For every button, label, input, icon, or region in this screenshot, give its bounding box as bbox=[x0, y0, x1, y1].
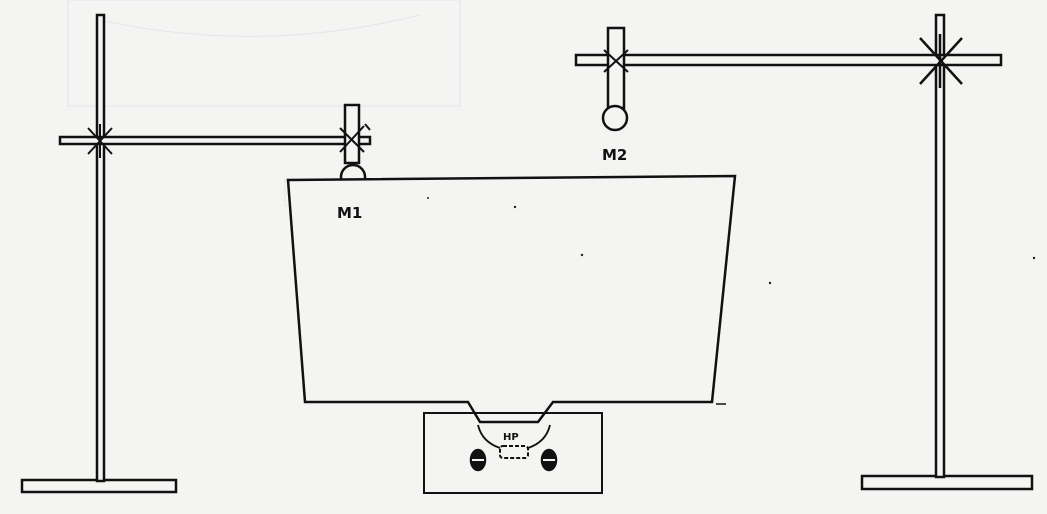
right-clamp bbox=[919, 34, 963, 88]
right-stand-rod bbox=[934, 13, 946, 479]
left-stand-arm bbox=[58, 135, 372, 146]
microphone-m2 bbox=[601, 26, 629, 132]
speaker-horn-left bbox=[477, 424, 501, 449]
speaker-box-frame bbox=[423, 412, 603, 494]
label-hp: HP bbox=[503, 432, 519, 443]
label-m2: M2 bbox=[602, 146, 627, 164]
speaker-knob-right bbox=[540, 448, 558, 472]
speaker-driver bbox=[499, 445, 529, 459]
speaker-horn-right bbox=[527, 424, 551, 449]
left-stand bbox=[20, 13, 372, 494]
speaker-knob-left bbox=[469, 448, 487, 472]
loudspeaker-box bbox=[423, 412, 603, 494]
microphone-m1 bbox=[339, 103, 371, 191]
scan-specks bbox=[427, 197, 1036, 285]
background-bleed-through bbox=[67, 0, 461, 207]
tank-outline bbox=[286, 174, 737, 424]
right-stand-base bbox=[860, 474, 1034, 491]
label-m1: M1 bbox=[337, 204, 362, 222]
m2-clamp bbox=[603, 49, 629, 73]
right-stand-arm bbox=[574, 53, 1003, 67]
left-stand-rod bbox=[95, 13, 106, 483]
m2-head bbox=[601, 104, 629, 132]
m2-stem bbox=[606, 26, 626, 110]
right-stand bbox=[574, 13, 1034, 491]
m1-clamp bbox=[339, 123, 371, 153]
left-clamp bbox=[87, 124, 113, 158]
